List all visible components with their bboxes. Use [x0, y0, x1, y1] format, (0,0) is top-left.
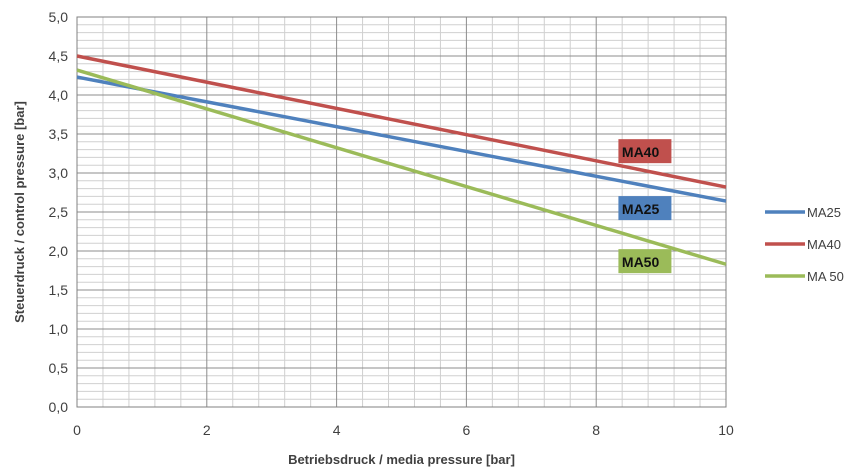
series-tag-ma25: MA25: [618, 196, 672, 221]
legend-label: MA40: [807, 237, 841, 252]
y-tick-label: 3,5: [49, 126, 69, 142]
y-tick-label: 3,0: [49, 165, 69, 181]
legend: MA25 MA40 MA 50: [765, 205, 844, 284]
major-gridlines: [77, 17, 726, 407]
series-tag-ma50: MA50: [618, 249, 672, 274]
y-axis-title: Steuerdruck / control pressure [bar]: [12, 101, 27, 323]
legend-label: MA25: [807, 205, 841, 220]
series-line-ma50: [76, 68, 727, 266]
y-tick-label: 0,0: [49, 399, 69, 415]
series-line-ma40: [76, 54, 727, 189]
series-tag-box: [618, 196, 672, 221]
series-tag-box: [618, 249, 672, 274]
x-tick-label: 0: [73, 422, 81, 438]
x-tick-label: 10: [718, 422, 734, 438]
x-tick-label: 2: [203, 422, 211, 438]
series-tag-label: MA40: [622, 144, 660, 160]
y-tick-label: 4,0: [49, 87, 69, 103]
y-tick-label: 2,0: [49, 243, 69, 259]
y-tick-label: 1,0: [49, 321, 69, 337]
y-tick-label: 0,5: [49, 360, 69, 376]
legend-item: MA 50: [765, 269, 844, 284]
y-tick-labels: 0,0 0,5 1,0 1,5 2,0 2,5 3,0 3,5 4,0 4,5 5,0: [49, 9, 69, 415]
y-tick-label: 5,0: [49, 9, 69, 25]
x-tick-label: 8: [592, 422, 600, 438]
y-tick-label: 4,5: [49, 48, 69, 64]
series-tag-ma40: MA40: [618, 139, 672, 164]
x-tick-label: 6: [463, 422, 471, 438]
series-tag-label: MA25: [622, 201, 660, 217]
x-tick-labels: 0 2 4 6 8 10: [73, 422, 734, 438]
series-line-ma25: [76, 75, 727, 203]
series-tags: MA25 MA40 MA50: [618, 139, 672, 274]
legend-item: MA40: [765, 237, 841, 252]
x-axis-title: Betriebsdruck / media pressure [bar]: [288, 452, 515, 467]
series-tag-box: [618, 139, 672, 164]
series-tag-label: MA50: [622, 254, 660, 270]
y-tick-label: 1,5: [49, 282, 69, 298]
plot-frame: [76, 16, 727, 408]
series-layer: [76, 54, 727, 266]
x-tick-label: 4: [333, 422, 341, 438]
legend-label: MA 50: [807, 269, 844, 284]
y-tick-label: 2,5: [49, 204, 69, 220]
legend-item: MA25: [765, 205, 841, 220]
